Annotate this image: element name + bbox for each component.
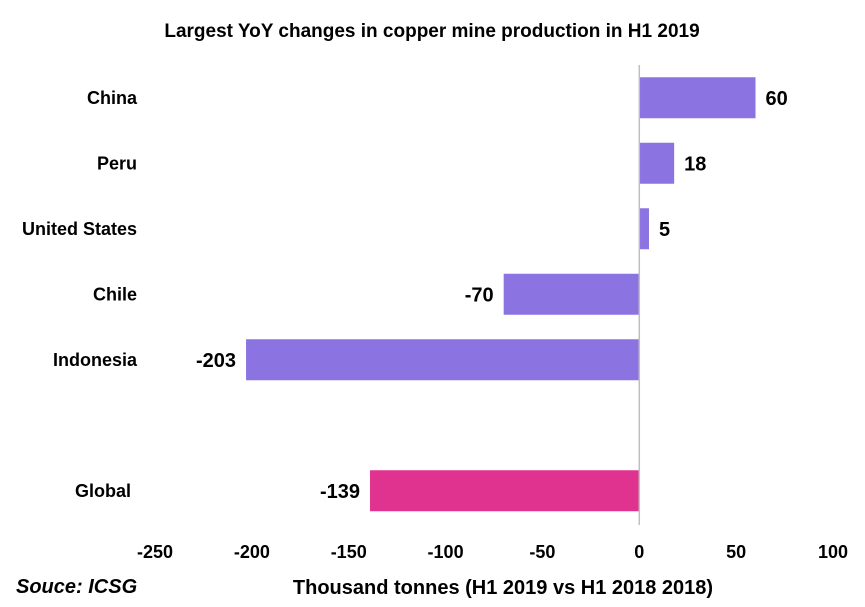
bar-global bbox=[370, 470, 640, 512]
category-label: Indonesia bbox=[53, 350, 138, 370]
value-label: 18 bbox=[684, 153, 706, 175]
bars-group bbox=[246, 77, 756, 512]
bar-chile bbox=[503, 273, 640, 315]
x-tick-label: -50 bbox=[529, 542, 555, 562]
category-label: Peru bbox=[97, 153, 137, 173]
x-tick-label: 50 bbox=[726, 542, 746, 562]
value-label: -70 bbox=[465, 284, 494, 306]
value-label: 60 bbox=[766, 88, 788, 110]
value-label: -203 bbox=[196, 350, 236, 372]
x-tick-label: 0 bbox=[634, 542, 644, 562]
x-axis-label: Thousand tonnes (H1 2019 vs H1 2018 2018… bbox=[293, 577, 713, 599]
chart-title: Largest YoY changes in copper mine produ… bbox=[164, 21, 699, 42]
category-labels: China Peru United States Chile Indonesia Glob… bbox=[22, 88, 138, 501]
bar-united-states bbox=[639, 208, 649, 250]
category-label: United States bbox=[22, 219, 137, 239]
x-tick-label: -100 bbox=[428, 542, 464, 562]
bar-peru bbox=[639, 142, 675, 184]
bar-china bbox=[639, 77, 756, 119]
source-note: Souce: ICSG bbox=[16, 576, 137, 598]
category-label: Global bbox=[75, 481, 131, 501]
category-label: Chile bbox=[93, 284, 137, 304]
x-tick-label: 100 bbox=[818, 542, 848, 562]
category-label: China bbox=[87, 88, 138, 108]
x-tick-label: -150 bbox=[331, 542, 367, 562]
value-label: 5 bbox=[659, 219, 670, 241]
x-tick-label: -250 bbox=[137, 542, 173, 562]
x-tick-label: -200 bbox=[234, 542, 270, 562]
bar-indonesia bbox=[246, 339, 640, 381]
x-tick-labels: -250 -200 -150 -100 -50 0 50 100 bbox=[137, 542, 848, 562]
value-labels: 60 18 5 -70 -203 -139 bbox=[196, 88, 788, 503]
value-label: -139 bbox=[320, 481, 360, 503]
